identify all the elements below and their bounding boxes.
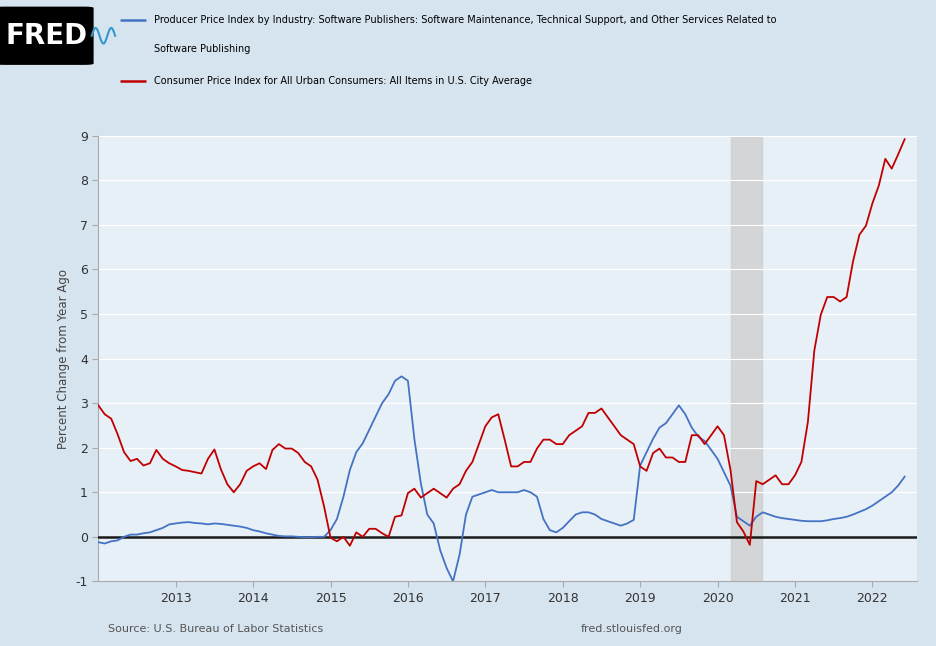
Text: Producer Price Index by Industry: Software Publishers: Software Maintenance, Tec: Producer Price Index by Industry: Softwa… bbox=[154, 15, 776, 25]
Text: Source: U.S. Bureau of Labor Statistics: Source: U.S. Bureau of Labor Statistics bbox=[108, 624, 323, 634]
Bar bbox=[731, 136, 763, 581]
Text: fred.stlouisfed.org: fred.stlouisfed.org bbox=[580, 624, 682, 634]
Text: Software Publishing: Software Publishing bbox=[154, 44, 250, 54]
Y-axis label: Percent Change from Year Ago: Percent Change from Year Ago bbox=[57, 269, 70, 448]
FancyBboxPatch shape bbox=[0, 6, 94, 65]
Text: Consumer Price Index for All Urban Consumers: All Items in U.S. City Average: Consumer Price Index for All Urban Consu… bbox=[154, 76, 532, 86]
Text: FRED: FRED bbox=[6, 22, 87, 50]
